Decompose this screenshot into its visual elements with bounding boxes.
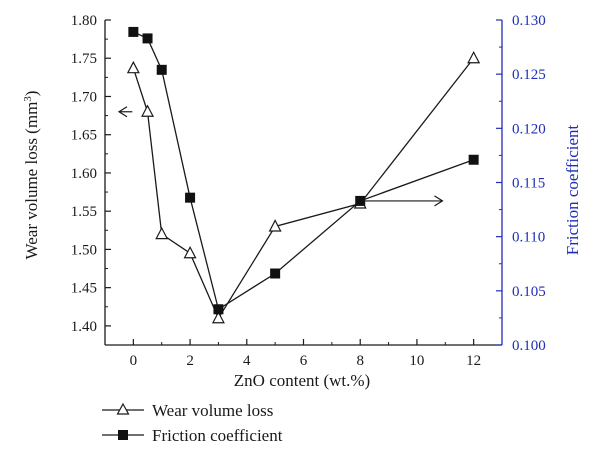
left-axis-title-superscript: 3 [22, 96, 34, 102]
point-wear-volume-loss [467, 50, 481, 64]
right-axis-title: Friction coefficient [563, 125, 582, 256]
right-tick-label: 0.110 [512, 230, 545, 246]
left-tick-label: 1.40 [71, 319, 97, 335]
point-friction-coefficient [270, 268, 281, 279]
left-axis-title: Wear volume loss (mm3) [22, 91, 41, 260]
right-tick-label: 0.115 [512, 176, 545, 192]
legend-item-friction: Friction coefficient [102, 426, 283, 445]
legend-label-wear: Wear volume loss [152, 401, 273, 420]
series-layer [126, 26, 481, 324]
left-tick-label: 1.50 [71, 242, 97, 258]
x-tick-label: 6 [300, 353, 308, 369]
left-axis-title-close: ) [22, 91, 41, 97]
left-axis-ticks: 1.40 1.45 1.50 1.55 1.60 1.65 1.70 1.75 1.80 [71, 13, 111, 335]
x-tick-label: 12 [466, 353, 481, 369]
point-friction-coefficient [185, 192, 196, 203]
right-tick-label: 0.120 [512, 121, 546, 137]
series-line-wear-volume-loss [132, 57, 475, 320]
point-friction-coefficient [142, 33, 153, 44]
arrow-right-head-icon [434, 195, 444, 207]
point-friction-coefficient [468, 154, 479, 165]
annotations-layer [117, 106, 444, 207]
x-axis-ticks: 0 2 4 6 8 10 12 [130, 339, 481, 369]
point-friction-coefficient [128, 26, 139, 37]
right-tick-label: 0.100 [512, 338, 546, 354]
left-tick-label: 1.80 [71, 13, 97, 29]
x-tick-label: 8 [356, 353, 364, 369]
x-tick-label: 2 [186, 353, 194, 369]
legend-label-friction: Friction coefficient [152, 426, 283, 445]
left-tick-label: 1.70 [71, 89, 97, 105]
legend-item-wear: Wear volume loss [102, 401, 273, 420]
legend: Wear volume loss Friction coefficient [102, 401, 283, 445]
legend-triangle-icon [116, 402, 130, 415]
left-tick-label: 1.45 [71, 281, 97, 297]
x-axis-title: ZnO content (wt.%) [234, 371, 370, 390]
left-axis-title-main: Wear volume loss (mm [22, 102, 41, 260]
arrow-left-head-icon [117, 106, 128, 118]
point-wear-volume-loss [268, 219, 282, 232]
right-tick-label: 0.125 [512, 67, 546, 83]
point-wear-volume-loss [211, 310, 225, 324]
point-friction-coefficient [156, 64, 167, 75]
x-tick-label: 4 [243, 353, 251, 369]
point-friction-coefficient [213, 304, 224, 315]
point-wear-volume-loss [155, 226, 169, 240]
series-line-friction-coefficient [133, 31, 474, 311]
point-wear-volume-loss [183, 245, 197, 259]
legend-square-icon [118, 430, 128, 440]
left-tick-label: 1.60 [71, 166, 97, 182]
right-axis-ticks: 0.100 0.105 0.110 0.115 0.120 0.125 0.130 [496, 13, 546, 354]
left-tick-label: 1.55 [71, 204, 97, 220]
x-tick-label: 0 [130, 353, 138, 369]
point-friction-coefficient [355, 195, 366, 206]
left-tick-label: 1.65 [71, 128, 97, 144]
x-tick-label: 10 [409, 353, 424, 369]
right-tick-label: 0.130 [512, 13, 546, 29]
point-wear-volume-loss [141, 104, 155, 117]
point-wear-volume-loss [126, 60, 140, 74]
right-tick-label: 0.105 [512, 284, 546, 300]
left-tick-label: 1.75 [71, 51, 97, 67]
